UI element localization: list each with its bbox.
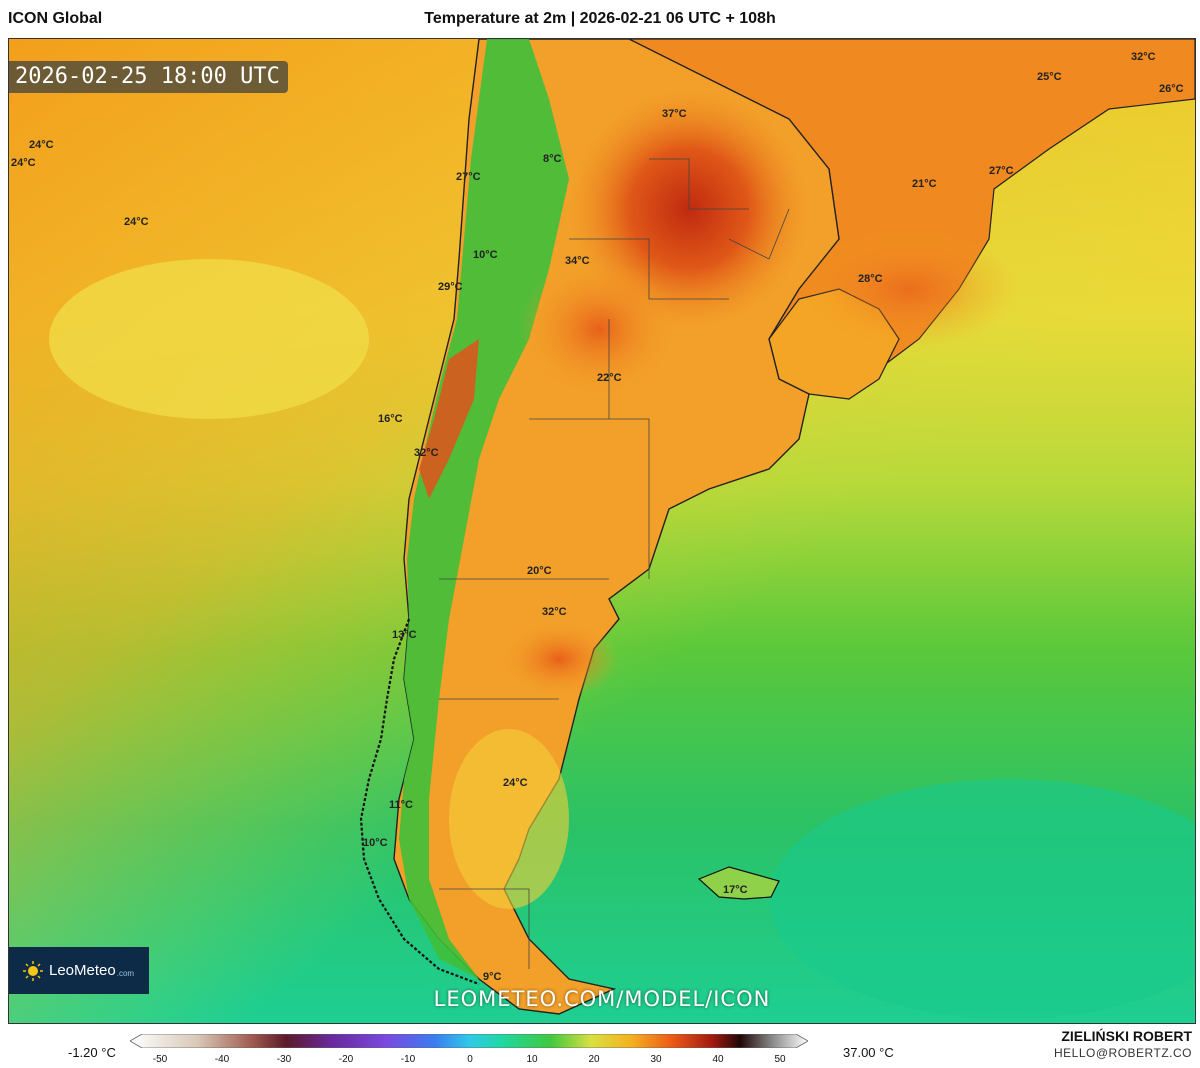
temp-label: 26°C xyxy=(1159,83,1184,95)
temp-label: 24°C xyxy=(503,777,528,789)
chile-coast-warm xyxy=(419,339,479,499)
temp-label: 11°C xyxy=(389,799,413,811)
temp-label: 32°C xyxy=(414,447,439,459)
temp-label: 24°C xyxy=(124,216,149,228)
mild-patagonia xyxy=(449,729,569,909)
legend-tick: -40 xyxy=(214,1054,230,1065)
logo-suffix: .com xyxy=(116,968,135,978)
sun-icon xyxy=(23,960,43,981)
temp-label: 9°C xyxy=(483,971,502,983)
temp-label: 34°C xyxy=(565,255,590,267)
temp-label: 27°C xyxy=(456,171,481,183)
map-canvas xyxy=(9,39,1195,1023)
valid-time-badge: 2026-02-25 18:00 UTC xyxy=(9,61,288,93)
fjord-coast xyxy=(359,618,480,986)
leometeo-logo[interactable]: LeoMeteo .com xyxy=(9,947,149,994)
legend-ticks: -50 -40 -30 -20 -10 0 10 20 30 40 50 xyxy=(130,1054,808,1068)
temp-label: 25°C xyxy=(1037,71,1062,83)
heat-core-south xyxy=(499,619,619,699)
legend-tick: -30 xyxy=(276,1054,292,1065)
model-name: ICON Global xyxy=(8,10,103,27)
legend-tick: 0 xyxy=(467,1054,473,1065)
temp-label: 32°C xyxy=(542,606,567,618)
author-email[interactable]: HELLO@ROBERTZ.CO xyxy=(1054,1046,1192,1060)
temp-label: 21°C xyxy=(912,178,937,190)
temp-label: 13°C xyxy=(392,629,417,641)
legend-tick: -10 xyxy=(400,1054,416,1065)
temp-label: 20°C xyxy=(527,565,552,577)
temperature-map: 2026-02-25 18:00 UTC LeoMeteo .com LEOME… xyxy=(8,38,1196,1024)
legend-colorbar xyxy=(130,1034,808,1048)
temp-label: 8°C xyxy=(543,153,562,165)
temp-label: 29°C xyxy=(438,281,463,293)
author-name: ZIELIŃSKI ROBERT xyxy=(1061,1028,1192,1044)
heat-core-brazil xyxy=(799,229,1019,349)
ocean-green-south xyxy=(769,779,1195,1019)
heat-core-center xyxy=(519,259,679,399)
temp-label: 24°C xyxy=(11,157,36,169)
watermark: LEOMETEO.COM/MODEL/ICON xyxy=(433,987,771,1011)
temp-label: 10°C xyxy=(363,837,388,849)
legend-min-label: -1.20 °C xyxy=(68,1045,116,1060)
temp-label: 24°C xyxy=(29,139,54,151)
legend-tick: 10 xyxy=(526,1054,538,1065)
borders xyxy=(439,158,790,969)
legend-tick: -20 xyxy=(338,1054,354,1065)
legend-tick: 20 xyxy=(588,1054,600,1065)
legend-max-label: 37.00 °C xyxy=(843,1045,894,1060)
land-falklands xyxy=(697,866,780,900)
temp-label: 17°C xyxy=(723,884,748,896)
temp-label: 28°C xyxy=(858,273,883,285)
temp-label: 10°C xyxy=(473,249,498,261)
logo-name: LeoMeteo xyxy=(49,962,116,979)
legend-tick: -50 xyxy=(152,1054,168,1065)
legend-tick: 40 xyxy=(712,1054,724,1065)
temp-label: 32°C xyxy=(1131,51,1156,63)
temp-label: 27°C xyxy=(989,165,1014,177)
temp-label: 37°C xyxy=(662,108,687,120)
legend-tick: 50 xyxy=(774,1054,786,1065)
legend-tick: 30 xyxy=(650,1054,662,1065)
chart-title: Temperature at 2m | 2026-02-21 06 UTC + … xyxy=(424,10,776,27)
temp-label: 16°C xyxy=(378,413,403,425)
temp-label: 22°C xyxy=(597,372,622,384)
ocean-yellow-band xyxy=(49,259,369,419)
land-andes xyxy=(399,39,569,979)
